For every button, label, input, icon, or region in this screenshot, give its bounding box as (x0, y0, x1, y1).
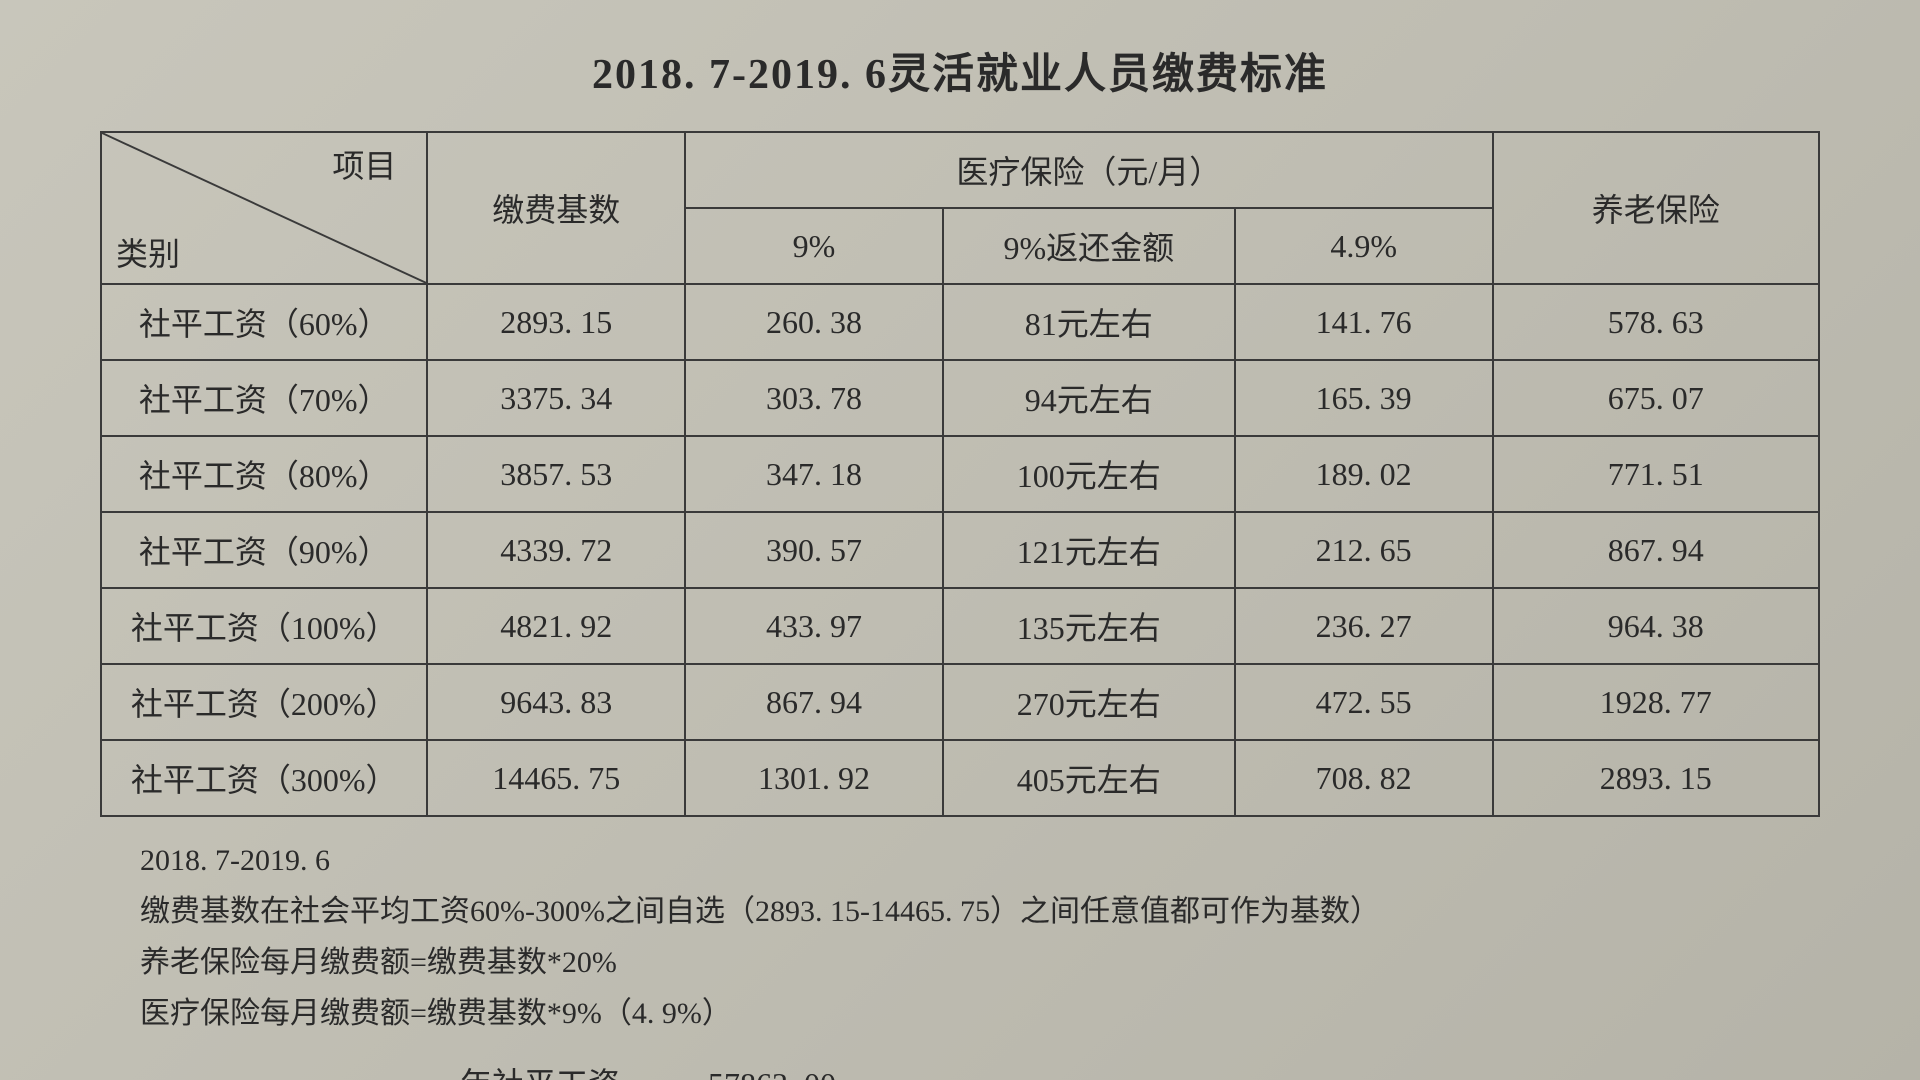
refund-cell: 121元左右 (943, 512, 1235, 588)
p49-cell: 141. 76 (1235, 284, 1493, 360)
category-cell: 社平工资（70%） (101, 360, 427, 436)
p49-cell: 708. 82 (1235, 740, 1493, 816)
note-line-4: 医疗保险每月缴费额=缴费基数*9%（4. 9%） (140, 988, 1820, 1039)
annual-average-line: 年社平工资 57863. 00 (100, 1059, 1820, 1080)
refund-cell: 405元左右 (943, 740, 1235, 816)
table-row: 社平工资（90%）4339. 72390. 57121元左右212. 65867… (101, 512, 1819, 588)
base-cell: 14465. 75 (427, 740, 685, 816)
header-9pct-refund: 9%返还金额 (943, 208, 1235, 284)
p9-cell: 303. 78 (685, 360, 943, 436)
table-row: 社平工资（80%）3857. 53347. 18100元左右189. 02771… (101, 436, 1819, 512)
p49-cell: 472. 55 (1235, 664, 1493, 740)
pension-cell: 578. 63 (1493, 284, 1819, 360)
header-project-label: 项目 (332, 141, 396, 187)
pension-cell: 675. 07 (1493, 360, 1819, 436)
base-cell: 4821. 92 (427, 588, 685, 664)
base-cell: 3375. 34 (427, 360, 685, 436)
category-cell: 社平工资（300%） (101, 740, 427, 816)
base-cell: 9643. 83 (427, 664, 685, 740)
table-header-row-1: 项目 类别 缴费基数 医疗保险（元/月） 养老保险 (101, 132, 1819, 208)
header-9pct: 9% (685, 208, 943, 284)
refund-cell: 81元左右 (943, 284, 1235, 360)
pension-cell: 771. 51 (1493, 436, 1819, 512)
pension-cell: 1928. 77 (1493, 664, 1819, 740)
category-cell: 社平工资（80%） (101, 436, 427, 512)
header-diagonal-cell: 项目 类别 (101, 132, 427, 284)
page-title: 2018. 7-2019. 6灵活就业人员缴费标准 (100, 40, 1820, 101)
header-base: 缴费基数 (427, 132, 685, 284)
p9-cell: 347. 18 (685, 436, 943, 512)
note-line-1: 2018. 7-2019. 6 (140, 835, 1820, 886)
p49-cell: 212. 65 (1235, 512, 1493, 588)
note-line-2: 缴费基数在社会平均工资60%-300%之间自选（2893. 15-14465. … (140, 886, 1820, 937)
p9-cell: 260. 38 (685, 284, 943, 360)
payment-standard-table: 项目 类别 缴费基数 医疗保险（元/月） 养老保险 9% 9%返还金额 4.9%… (100, 131, 1820, 817)
base-cell: 2893. 15 (427, 284, 685, 360)
table-row: 社平工资（60%）2893. 15260. 3881元左右141. 76578.… (101, 284, 1819, 360)
p9-cell: 390. 57 (685, 512, 943, 588)
header-4-9pct: 4.9% (1235, 208, 1493, 284)
refund-cell: 135元左右 (943, 588, 1235, 664)
pension-cell: 2893. 15 (1493, 740, 1819, 816)
table-row: 社平工资（70%）3375. 34303. 7894元左右165. 39675.… (101, 360, 1819, 436)
table-body: 社平工资（60%）2893. 15260. 3881元左右141. 76578.… (101, 284, 1819, 816)
annual-value: 57863. 00 (708, 1066, 836, 1080)
table-row: 社平工资（100%）4821. 92433. 97135元左右236. 2796… (101, 588, 1819, 664)
category-cell: 社平工资（60%） (101, 284, 427, 360)
pension-cell: 867. 94 (1493, 512, 1819, 588)
table-row: 社平工资（200%）9643. 83867. 94270元左右472. 5519… (101, 664, 1819, 740)
refund-cell: 100元左右 (943, 436, 1235, 512)
base-cell: 3857. 53 (427, 436, 685, 512)
p9-cell: 1301. 92 (685, 740, 943, 816)
pension-cell: 964. 38 (1493, 588, 1819, 664)
note-line-3: 养老保险每月缴费额=缴费基数*20% (140, 937, 1820, 988)
annual-label: 年社平工资 (460, 1066, 620, 1080)
p49-cell: 165. 39 (1235, 360, 1493, 436)
p49-cell: 189. 02 (1235, 436, 1493, 512)
header-medical-group: 医疗保险（元/月） (685, 132, 1492, 208)
refund-cell: 94元左右 (943, 360, 1235, 436)
refund-cell: 270元左右 (943, 664, 1235, 740)
table-row: 社平工资（300%）14465. 751301. 92405元左右708. 82… (101, 740, 1819, 816)
p9-cell: 867. 94 (685, 664, 943, 740)
p9-cell: 433. 97 (685, 588, 943, 664)
document-page: 2018. 7-2019. 6灵活就业人员缴费标准 项目 类别 缴费基数 医疗保… (0, 0, 1920, 1080)
category-cell: 社平工资（100%） (101, 588, 427, 664)
category-cell: 社平工资（90%） (101, 512, 427, 588)
base-cell: 4339. 72 (427, 512, 685, 588)
header-pension: 养老保险 (1493, 132, 1819, 284)
notes-block: 2018. 7-2019. 6 缴费基数在社会平均工资60%-300%之间自选（… (100, 835, 1820, 1039)
category-cell: 社平工资（200%） (101, 664, 427, 740)
p49-cell: 236. 27 (1235, 588, 1493, 664)
header-category-label: 类别 (116, 229, 180, 275)
